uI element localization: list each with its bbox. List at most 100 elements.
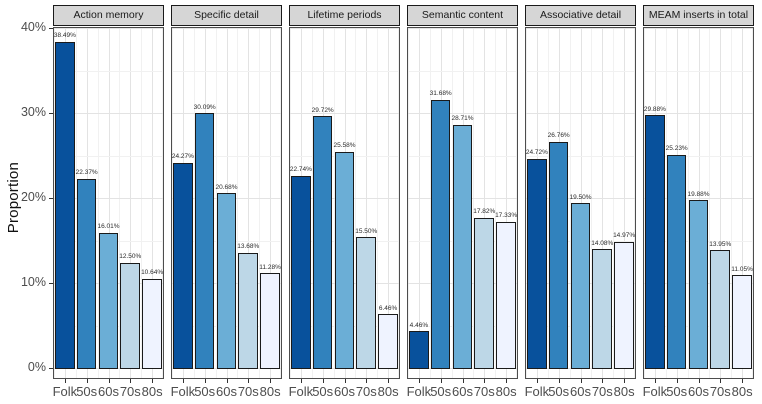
- bar-60s: [216, 193, 237, 369]
- x-tick-label-80s: 80s: [141, 384, 163, 399]
- bar-value-label: 13.68%: [237, 243, 260, 251]
- bar-value-label: 11.05%: [731, 265, 753, 273]
- facet-panel: 4.46% 31.68% 28.71% 17.82% 17.33%: [407, 27, 518, 379]
- x-axis-labels: Folk 50s 60s 70s 80s: [53, 384, 164, 401]
- bar-value-label: 25.23%: [665, 145, 688, 153]
- facet-specific-detail: Specific detail 24.27% 30.09% 20.68% 13.68% 1…: [171, 5, 282, 401]
- x-tick-label-70s: 70s: [473, 384, 495, 399]
- gridline-horizontal-major: [644, 28, 753, 29]
- x-tick-label-80s: 80s: [495, 384, 517, 399]
- y-tick-mark: [49, 283, 53, 284]
- x-tick-label-50s: 50s: [666, 384, 688, 399]
- x-tick-label-50s: 50s: [76, 384, 98, 399]
- bar-value-label: 17.33%: [495, 212, 518, 220]
- y-axis: 0% 10% 20% 30% 40%: [0, 0, 53, 404]
- facet-semantic-content: Semantic content 4.46% 31.68% 28.71% 17.82% 1…: [407, 5, 518, 401]
- y-tick-mark: [49, 198, 53, 199]
- gridline-vertical-minor: [634, 28, 635, 378]
- bar-folk: [645, 115, 665, 369]
- bar-50s: [76, 178, 97, 369]
- bar-value-label: 26.76%: [547, 132, 570, 140]
- x-tick-label-60s: 60s: [452, 384, 473, 399]
- facet-strip-label: Associative detail: [525, 5, 636, 26]
- bar-80s: [614, 241, 634, 369]
- x-tick-label-70s: 70s: [237, 384, 259, 399]
- x-tick-mark: [440, 379, 442, 383]
- bar-80s: [732, 275, 752, 369]
- bar-folk: [55, 41, 75, 369]
- x-tick-label-50s: 50s: [312, 384, 334, 399]
- bar-value-label: 19.88%: [687, 190, 710, 198]
- x-tick-mark: [624, 379, 626, 383]
- x-axis-labels: Folk 50s 60s 70s 80s: [525, 384, 636, 401]
- bar-value-label: 31.68%: [429, 90, 452, 98]
- x-tick-mark: [558, 379, 560, 383]
- x-tick-mark: [654, 379, 656, 383]
- bar-value-label: 4.46%: [409, 321, 429, 329]
- facet-strip-label: Specific detail: [171, 5, 282, 26]
- gridline-horizontal-major: [290, 113, 399, 114]
- facet-lifetime-periods: Lifetime periods 22.74% 29.72% 25.58% 15.50%…: [289, 5, 400, 401]
- x-axis-ticks: [643, 379, 754, 384]
- x-tick-mark: [418, 379, 420, 383]
- x-tick-label-80s: 80s: [377, 384, 399, 399]
- bar-70s: [592, 249, 613, 369]
- facet-strip-label: Action memory: [53, 5, 164, 26]
- gridline-horizontal-major: [290, 28, 399, 29]
- bar-60s: [570, 203, 591, 369]
- x-tick-mark: [64, 379, 66, 383]
- gridline-vertical-minor: [752, 28, 753, 378]
- bar-70s: [710, 250, 731, 369]
- x-tick-label-70s: 70s: [119, 384, 141, 399]
- gridline-vertical-minor: [398, 28, 399, 378]
- x-tick-mark: [86, 379, 88, 383]
- facet-panel: 24.72% 26.76% 19.50% 14.08% 14.97%: [525, 27, 636, 379]
- x-axis-ticks: [53, 379, 164, 384]
- x-tick-mark: [226, 379, 228, 383]
- x-axis-labels: Folk 50s 60s 70s 80s: [407, 384, 518, 401]
- bar-70s: [238, 252, 259, 369]
- x-tick-label-70s: 70s: [591, 384, 613, 399]
- x-tick-label-folk: Folk: [52, 384, 78, 399]
- bar-value-label: 11.28%: [259, 263, 281, 271]
- bar-folk: [527, 158, 547, 369]
- bar-80s: [378, 314, 398, 369]
- x-tick-mark: [248, 379, 250, 383]
- bar-value-label: 24.27%: [171, 153, 194, 161]
- bar-value-label: 24.72%: [525, 149, 548, 157]
- bar-80s: [260, 273, 280, 369]
- facet-panel: 38.49% 22.37% 16.01% 12.50% 10.64%: [53, 27, 164, 379]
- x-tick-mark: [742, 379, 744, 383]
- gridline-horizontal-major: [54, 28, 163, 29]
- x-axis-labels: Folk 50s 60s 70s 80s: [643, 384, 754, 401]
- y-tick-label: 20%: [20, 190, 46, 204]
- bar-value-label: 10.64%: [141, 269, 164, 277]
- x-tick-mark: [300, 379, 302, 383]
- x-tick-label-60s: 60s: [216, 384, 237, 399]
- gridline-horizontal-minor: [644, 70, 753, 72]
- x-tick-mark: [676, 379, 678, 383]
- bar-value-label: 19.50%: [569, 193, 592, 201]
- bar-80s: [142, 278, 162, 369]
- facet-action-memory: Action memory 38.49% 22.37% 16.01% 12.50% 10.…: [53, 5, 164, 401]
- y-tick-mark: [49, 28, 53, 29]
- facet-panel: 22.74% 29.72% 25.58% 15.50% 6.46%: [289, 27, 400, 379]
- x-tick-mark: [536, 379, 538, 383]
- x-tick-mark: [366, 379, 368, 383]
- x-tick-label-folk: Folk: [524, 384, 550, 399]
- gridline-vertical-minor: [516, 28, 517, 378]
- x-tick-label-60s: 60s: [688, 384, 709, 399]
- y-tick-mark: [49, 368, 53, 369]
- bar-value-label: 38.49%: [53, 32, 76, 40]
- x-tick-mark: [388, 379, 390, 383]
- x-tick-mark: [602, 379, 604, 383]
- facet-panel: 24.27% 30.09% 20.68% 13.68% 11.28%: [171, 27, 282, 379]
- gridline-horizontal-major: [644, 113, 753, 114]
- x-tick-mark: [322, 379, 324, 383]
- bar-50s: [430, 99, 451, 369]
- facet-panel: 29.88% 25.23% 19.88% 13.95% 11.05%: [643, 27, 754, 379]
- x-tick-mark: [506, 379, 508, 383]
- x-tick-label-folk: Folk: [406, 384, 432, 399]
- x-axis-ticks: [289, 379, 400, 384]
